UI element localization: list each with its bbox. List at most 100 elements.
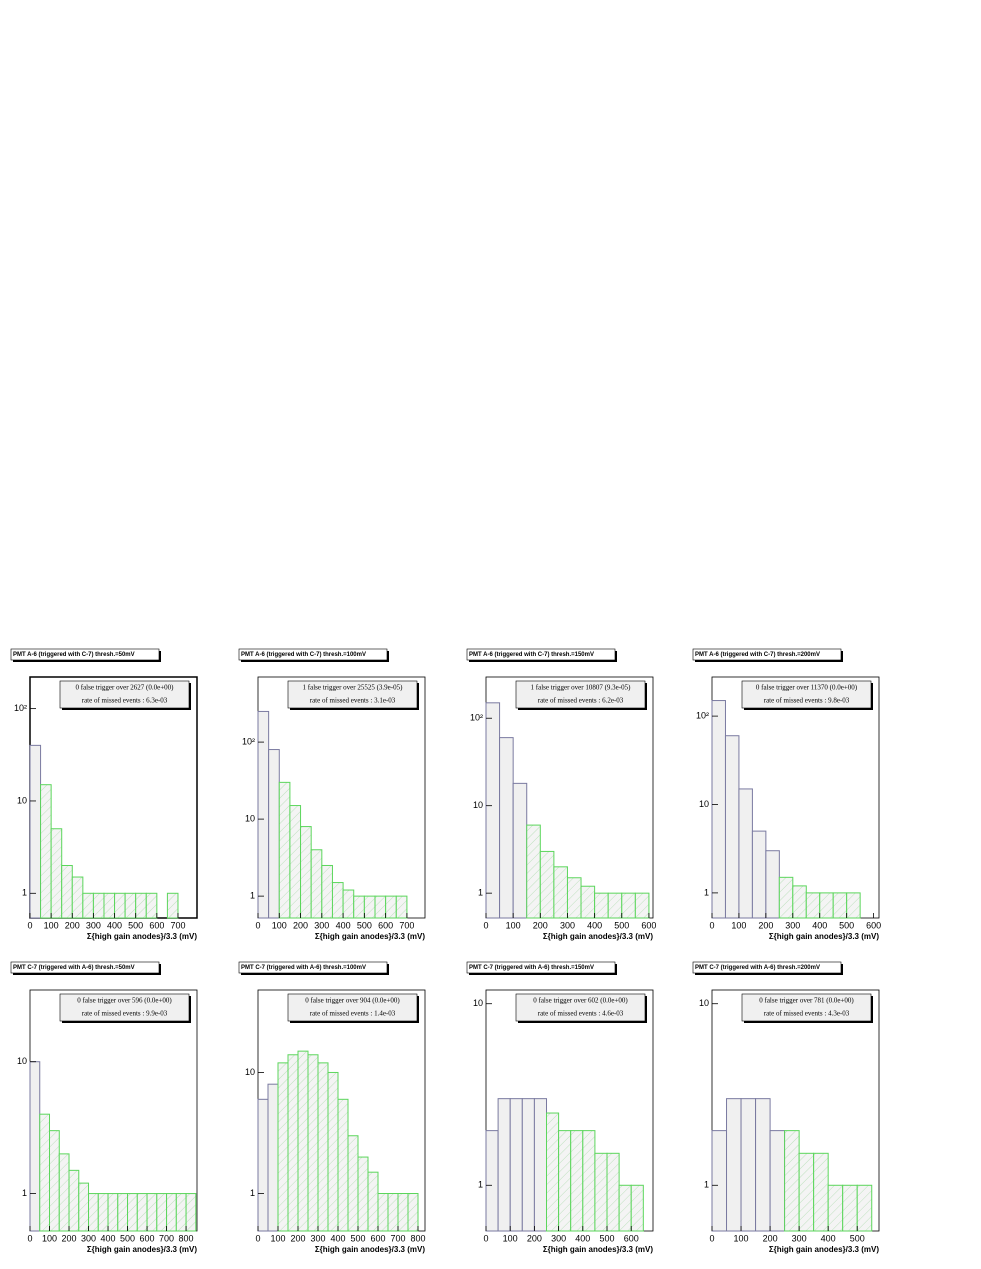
y-tick-label: 10² (242, 736, 255, 746)
bar-above-threshold (558, 1130, 572, 1232)
bar-reference (738, 788, 753, 919)
x-tick-label: 500 (120, 1233, 135, 1243)
x-tick-label: 300 (792, 1233, 807, 1243)
x-tick-label: 600 (140, 1233, 155, 1243)
bar-above-threshold (135, 892, 147, 919)
bar-reference (497, 1098, 511, 1232)
y-tick-label: 10 (699, 799, 709, 809)
x-tick-label: 800 (410, 1233, 425, 1243)
annotation: rate of missed events : 4.3e-03 (764, 1010, 850, 1018)
bar-above-threshold (166, 892, 179, 919)
x-tick-label: 600 (624, 1233, 639, 1243)
x-tick-label: 500 (357, 920, 372, 930)
x-tick-label: 400 (821, 1233, 836, 1243)
bar-above-threshold (68, 1169, 80, 1232)
x-tick-label: 0 (483, 920, 488, 930)
annotation: rate of missed events : 6.2e-03 (538, 697, 624, 705)
bar-above-threshold (792, 885, 807, 919)
bar-above-threshold (539, 850, 555, 919)
bar-above-threshold (175, 1193, 187, 1232)
bar-above-threshold (553, 866, 568, 919)
annotation: 1 false trigger over 10807 (9.3e-05) (531, 684, 632, 692)
bar-above-threshold (618, 1184, 632, 1232)
bar-above-threshold (784, 1130, 800, 1232)
bar-above-threshold (385, 895, 397, 919)
y-tick-label: 1 (478, 1180, 483, 1190)
chart-title: PMT C-7 (triggered with A-6) thresh.=50m… (13, 965, 135, 971)
bar-above-threshold (397, 1193, 409, 1232)
annotation: rate of missed events : 9.8e-03 (764, 697, 850, 705)
chart-title: PMT C-7 (triggered with A-6) thresh.=200… (695, 965, 820, 971)
bar-above-threshold (546, 1112, 560, 1232)
x-tick-label: 0 (709, 1233, 714, 1243)
bar-above-threshold (166, 1193, 177, 1232)
bar-above-threshold (127, 1193, 138, 1232)
x-tick-label: 100 (272, 920, 287, 930)
bar-above-threshold (146, 1193, 158, 1232)
y-tick-label: 10² (14, 703, 27, 713)
x-tick-label: 100 (503, 1233, 518, 1243)
y-tick-label: 1 (704, 1180, 709, 1190)
x-tick-label: 600 (149, 920, 164, 930)
x-axis-label: Σ{high gain anodes}/3.3 (mV) (87, 932, 197, 941)
y-tick-label: 1 (478, 888, 483, 898)
x-tick-label: 0 (709, 920, 714, 930)
x-tick-label: 400 (336, 920, 351, 930)
bar-above-threshold (395, 895, 408, 919)
y-tick-label: 1 (250, 1188, 255, 1198)
annotation-box (287, 680, 418, 709)
annotation-box (287, 993, 418, 1022)
bar-above-threshold (407, 1193, 419, 1232)
x-tick-label: 200 (527, 1233, 542, 1243)
bar-reference (724, 735, 740, 919)
bar-above-threshold (82, 892, 94, 919)
bar-above-threshold (278, 781, 291, 919)
bar-above-threshold (136, 1193, 148, 1232)
bar-reference (485, 702, 501, 919)
bar-reference (751, 830, 767, 919)
x-tick-label: 600 (866, 920, 881, 930)
y-tick-label: 10 (699, 998, 709, 1008)
x-axis-label: Σ{high gain anodes}/3.3 (mV) (87, 1245, 197, 1254)
x-tick-label: 600 (370, 1233, 385, 1243)
annotation: 0 false trigger over 11370 (0.0e+00) (756, 684, 858, 692)
bar-reference (765, 850, 780, 919)
bar-above-threshold (185, 1193, 197, 1232)
bar-above-threshold (607, 892, 623, 919)
bar-above-threshold (630, 1184, 644, 1232)
y-tick-label: 10² (470, 713, 483, 723)
bar-above-threshold (337, 1098, 349, 1232)
y-tick-label: 1 (22, 888, 27, 898)
bar-above-threshold (156, 1193, 168, 1232)
title-box (466, 648, 616, 661)
y-tick-label: 10 (245, 813, 255, 823)
x-tick-label: 300 (560, 920, 575, 930)
bar-above-threshold (363, 895, 376, 919)
x-tick-label: 0 (255, 920, 260, 930)
bar-reference (521, 1098, 535, 1232)
annotation-box (515, 993, 646, 1022)
bar-above-threshold (331, 882, 344, 919)
bar-above-threshold (117, 1193, 129, 1232)
bar-reference (267, 1083, 279, 1232)
bar-reference (711, 1130, 728, 1232)
x-tick-label: 300 (551, 1233, 566, 1243)
x-tick-label: 700 (170, 920, 185, 930)
bar-reference (509, 1098, 523, 1232)
x-axis-label: Σ{high gain anodes}/3.3 (mV) (315, 932, 425, 941)
annotation-box (741, 993, 872, 1022)
bar-above-threshold (71, 876, 84, 919)
y-tick-label: 10 (17, 795, 27, 805)
bar-above-threshold (114, 892, 126, 919)
bar-above-threshold (49, 1130, 60, 1232)
x-tick-label: 300 (86, 920, 101, 930)
bar-reference (769, 1130, 786, 1232)
title-box (238, 961, 388, 974)
chart-title: PMT C-7 (triggered with A-6) thresh.=150… (469, 965, 594, 971)
x-tick-label: 400 (330, 1233, 345, 1243)
bar-above-threshold (594, 1152, 608, 1232)
x-tick-label: 400 (101, 1233, 116, 1243)
bar-above-threshold (621, 892, 636, 919)
bar-above-threshold (61, 864, 73, 919)
x-tick-label: 300 (81, 1233, 96, 1243)
